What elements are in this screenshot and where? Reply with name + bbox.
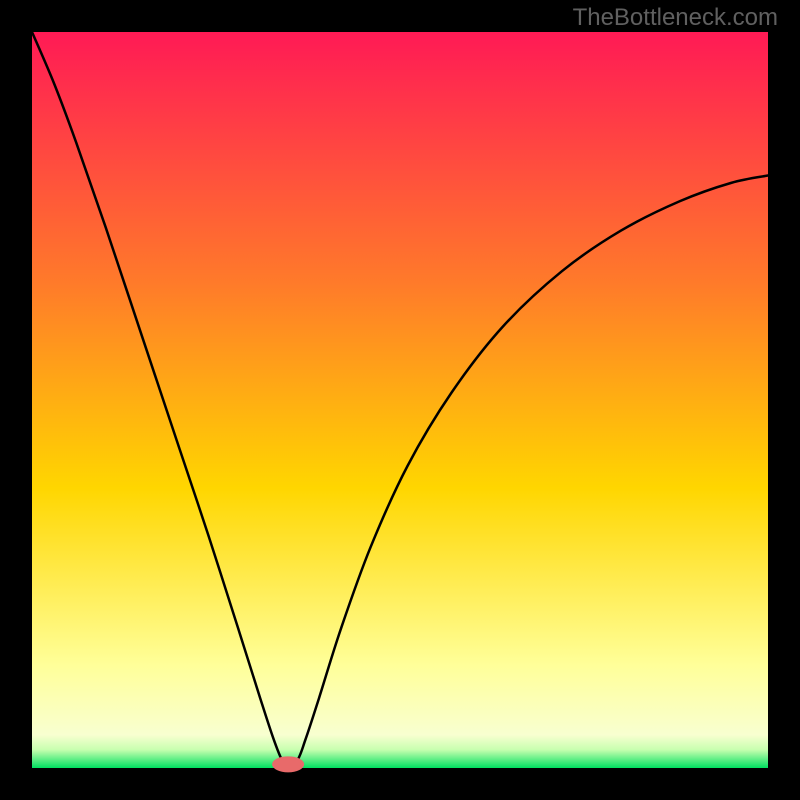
plot-background [32,32,768,768]
chart-container: TheBottleneck.com [0,0,800,800]
optimum-marker [272,756,304,772]
watermark-text: TheBottleneck.com [573,4,778,32]
bottleneck-chart [0,0,800,800]
